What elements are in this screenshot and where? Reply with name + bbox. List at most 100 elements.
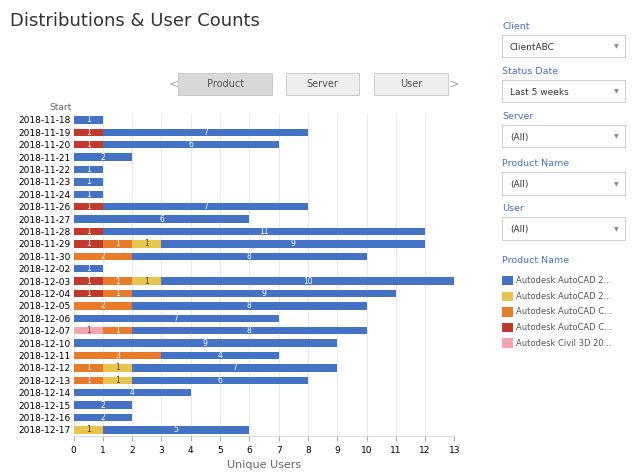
Text: Product: Product <box>207 79 244 89</box>
Text: 2: 2 <box>100 401 105 410</box>
Bar <box>74 128 103 136</box>
Text: (All): (All) <box>510 133 528 142</box>
Bar <box>74 116 103 124</box>
Bar <box>132 327 367 335</box>
Text: 1: 1 <box>86 128 91 137</box>
Text: Product Name: Product Name <box>502 159 570 168</box>
Text: 2: 2 <box>100 301 105 310</box>
Text: 4: 4 <box>130 388 134 397</box>
Text: ClientABC: ClientABC <box>510 43 555 52</box>
Text: >: > <box>448 77 459 90</box>
Text: 1: 1 <box>86 165 91 174</box>
FancyBboxPatch shape <box>374 73 447 95</box>
Bar <box>74 203 103 210</box>
Text: 10: 10 <box>303 277 313 286</box>
Bar <box>103 141 278 148</box>
Bar <box>74 376 103 384</box>
Text: Server: Server <box>502 112 534 121</box>
FancyBboxPatch shape <box>285 73 359 95</box>
Bar <box>132 376 308 384</box>
Text: 6: 6 <box>218 376 223 385</box>
Bar <box>132 364 337 372</box>
Bar <box>74 191 103 198</box>
Bar <box>74 240 103 247</box>
Text: 6: 6 <box>188 140 193 149</box>
Bar <box>132 277 161 285</box>
Text: 1: 1 <box>86 277 91 286</box>
Text: Status Date: Status Date <box>502 67 559 76</box>
Bar <box>74 265 103 273</box>
Text: 1: 1 <box>86 425 91 434</box>
Text: Distributions & User Counts: Distributions & User Counts <box>10 12 259 30</box>
Text: 1: 1 <box>115 376 120 385</box>
Text: ▼: ▼ <box>614 227 619 232</box>
Text: 8: 8 <box>247 252 252 261</box>
Bar <box>103 228 425 235</box>
Bar <box>103 290 132 297</box>
Text: 8: 8 <box>247 326 252 335</box>
Text: 7: 7 <box>203 128 208 137</box>
Bar <box>103 277 132 285</box>
Text: Server: Server <box>307 79 339 89</box>
Text: Autodesk AutoCAD C...: Autodesk AutoCAD C... <box>516 323 612 332</box>
Bar <box>103 376 132 384</box>
Text: ▼: ▼ <box>614 182 619 187</box>
Bar <box>132 302 367 310</box>
Bar <box>103 426 250 434</box>
Text: Start: Start <box>49 103 72 112</box>
Text: Autodesk AutoCAD 2...: Autodesk AutoCAD 2... <box>516 276 612 285</box>
Bar <box>74 426 103 434</box>
Text: 1: 1 <box>86 239 91 248</box>
Text: 1: 1 <box>86 326 91 335</box>
Bar <box>74 339 337 347</box>
Text: 1: 1 <box>115 289 120 298</box>
Text: Autodesk Civil 3D 20...: Autodesk Civil 3D 20... <box>516 339 612 347</box>
Bar <box>161 240 425 247</box>
Text: 7: 7 <box>173 314 179 323</box>
Bar <box>74 290 103 297</box>
Text: 1: 1 <box>86 364 91 373</box>
Text: 2: 2 <box>100 252 105 261</box>
Text: User: User <box>502 204 524 213</box>
Bar <box>74 228 103 235</box>
Bar <box>161 277 454 285</box>
Text: 1: 1 <box>86 289 91 298</box>
Text: Last 5 weeks: Last 5 weeks <box>510 88 568 97</box>
Text: 1: 1 <box>86 376 91 385</box>
Bar <box>103 240 132 247</box>
Bar <box>74 401 132 409</box>
Bar <box>74 166 103 173</box>
Text: 7: 7 <box>232 364 237 373</box>
Text: 1: 1 <box>86 140 91 149</box>
Bar <box>103 128 308 136</box>
Text: 1: 1 <box>86 202 91 211</box>
Text: 1: 1 <box>145 277 149 286</box>
Text: 1: 1 <box>86 264 91 273</box>
Text: 1: 1 <box>115 239 120 248</box>
Text: 5: 5 <box>173 425 179 434</box>
Text: User: User <box>399 79 422 89</box>
Text: 4: 4 <box>218 351 223 360</box>
Bar <box>74 277 103 285</box>
Text: 9: 9 <box>291 239 296 248</box>
Bar <box>74 389 191 396</box>
FancyBboxPatch shape <box>178 73 273 95</box>
Text: ▼: ▼ <box>614 45 619 50</box>
Text: (All): (All) <box>510 180 528 189</box>
Text: 3: 3 <box>115 351 120 360</box>
Bar <box>132 290 396 297</box>
Bar <box>74 141 103 148</box>
Bar <box>132 240 161 247</box>
Text: 1: 1 <box>86 227 91 236</box>
Bar <box>74 315 278 322</box>
Text: 1: 1 <box>86 177 91 186</box>
Bar <box>161 352 278 359</box>
Bar <box>74 154 132 161</box>
Bar <box>74 414 132 421</box>
Text: (All): (All) <box>510 225 528 234</box>
Bar <box>74 352 161 359</box>
Text: Autodesk AutoCAD C...: Autodesk AutoCAD C... <box>516 308 612 316</box>
Text: 2: 2 <box>100 413 105 422</box>
Bar <box>103 327 132 335</box>
Bar <box>74 215 250 223</box>
